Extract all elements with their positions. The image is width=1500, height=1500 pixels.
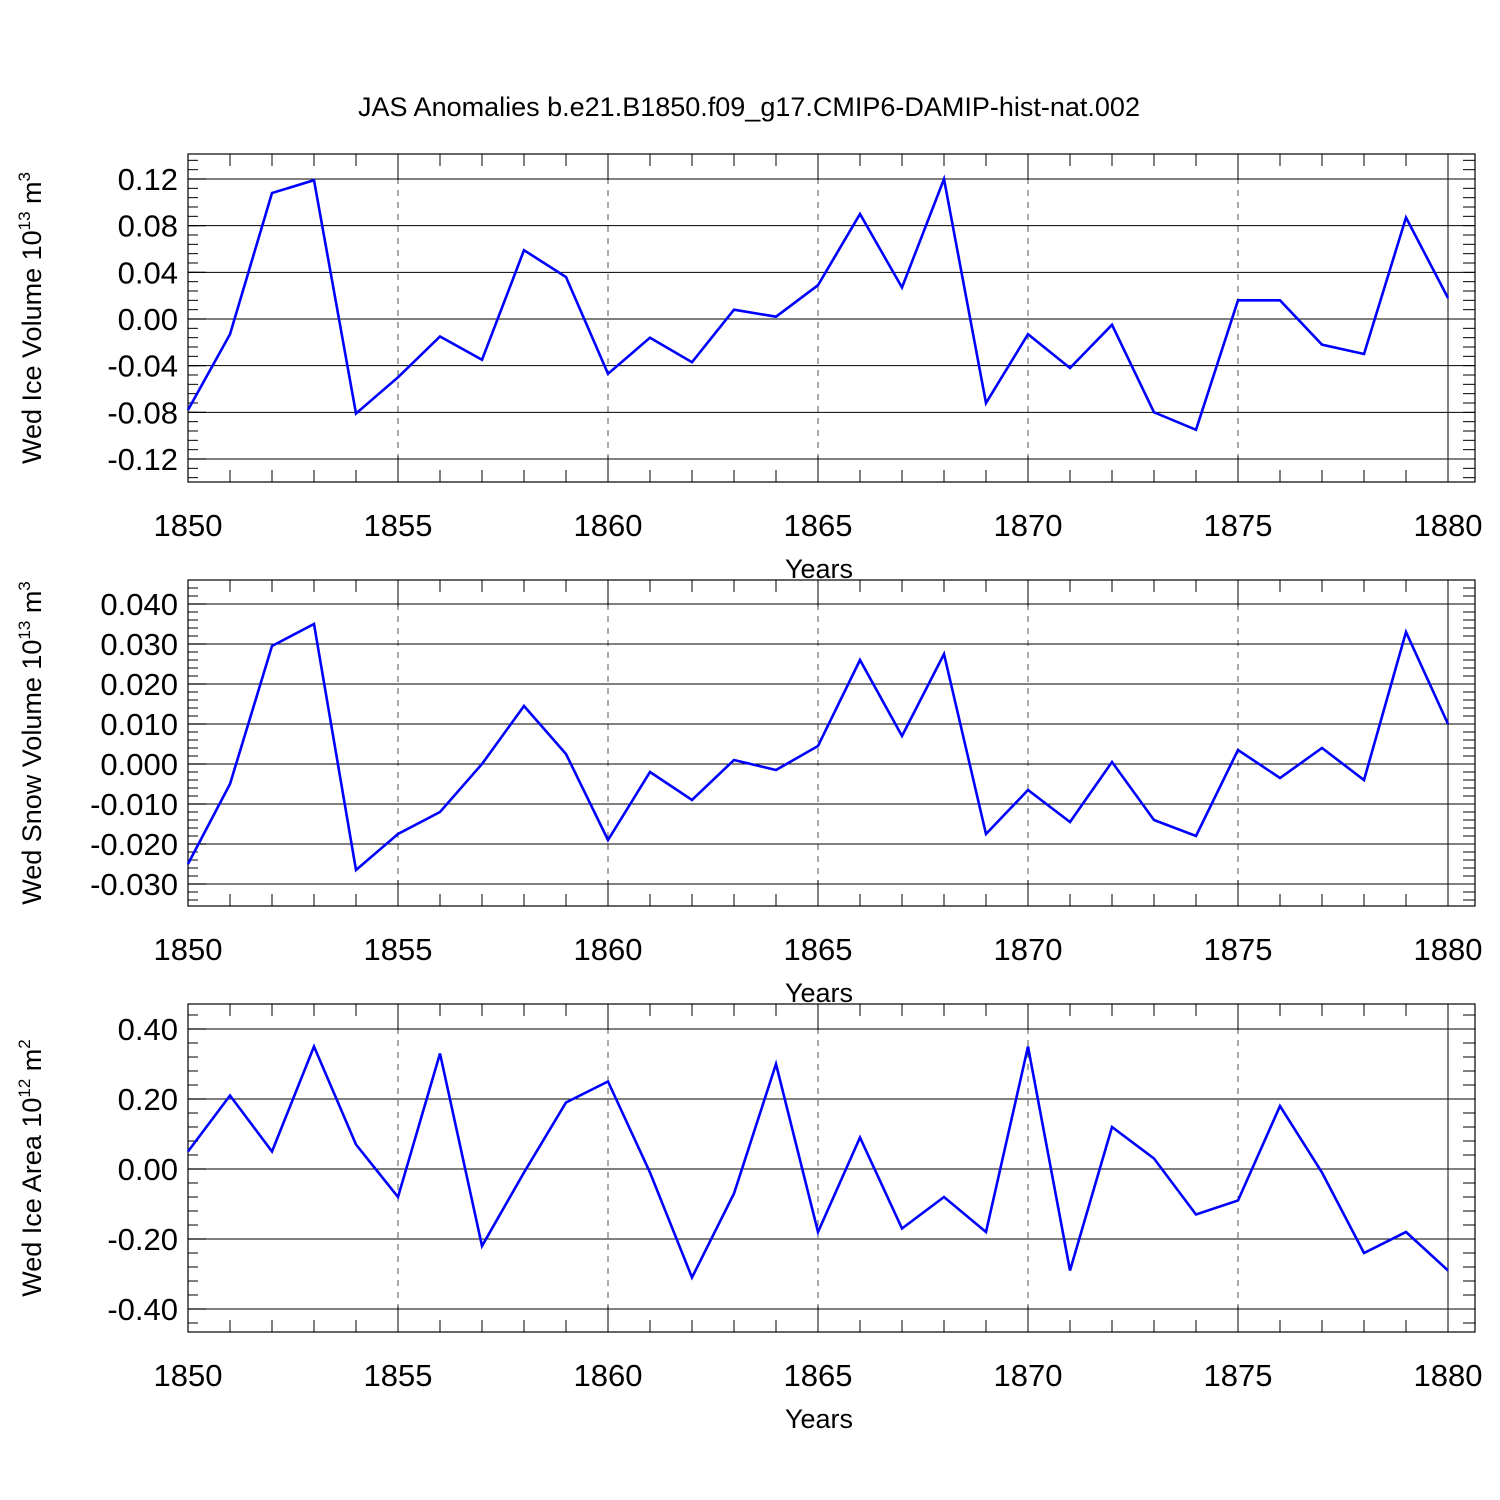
y-tick-label: 0.010 <box>100 707 178 742</box>
y-tick-label: 0.12 <box>118 162 178 197</box>
y-tick-label: 0.08 <box>118 209 178 244</box>
x-tick-label: 1860 <box>574 932 643 967</box>
x-tick-label: 1875 <box>1204 508 1273 543</box>
y-axis-label-unit-exponent: 3 <box>15 581 34 590</box>
y-tick-label: 0.00 <box>118 302 178 337</box>
y-tick-label: -0.20 <box>107 1222 178 1257</box>
y-axis-label-text: Wed Ice Volume 10 <box>17 230 47 464</box>
y-tick-label: 0.00 <box>118 1152 178 1187</box>
y-axis-label: Wed Snow Volume 1013 m3 <box>15 581 47 905</box>
x-tick-label: 1850 <box>154 508 223 543</box>
x-tick-label: 1870 <box>994 1358 1063 1393</box>
y-tick-label: -0.010 <box>90 787 178 822</box>
x-tick-label: 1865 <box>784 932 853 967</box>
y-tick-label: -0.40 <box>107 1292 178 1327</box>
x-tick-label: 1850 <box>154 1358 223 1393</box>
x-tick-label: 1855 <box>364 932 433 967</box>
x-tick-label: 1855 <box>364 508 433 543</box>
x-axis-label: Years <box>785 554 853 584</box>
panel-1: -0.12 -0.08 -0.04 0.00 0.04 0.08 0.12 1850 1855 1… <box>15 153 1483 584</box>
panels: -0.12 -0.08 -0.04 0.00 0.04 0.08 0.12 1850 1855 1… <box>15 153 1483 1434</box>
y-axis-label-unit-exponent: 2 <box>15 1039 34 1048</box>
x-tick-label: 1860 <box>574 1358 643 1393</box>
y-tick-label: 0.04 <box>118 255 178 290</box>
y-axis-label-unit: m <box>17 591 47 621</box>
y-tick-label: 0.000 <box>100 747 178 782</box>
y-axis-label-text: Wed Snow Volume 10 <box>17 640 47 905</box>
y-tick-label: -0.12 <box>107 442 178 477</box>
x-tick-label: 1865 <box>784 508 853 543</box>
plot-frame <box>187 1003 1476 1333</box>
y-tick-label: 0.040 <box>100 587 178 622</box>
y-tick-label: 0.030 <box>100 627 178 662</box>
plot-frame <box>187 153 1476 483</box>
y-axis-label-exponent: 12 <box>15 1079 34 1098</box>
y-tick-label: 0.40 <box>118 1012 178 1047</box>
y-tick-label: 0.20 <box>118 1082 178 1117</box>
y-tick-label: 0.020 <box>100 667 178 702</box>
y-axis-label-unit: m <box>17 1049 47 1079</box>
x-tick-label: 1870 <box>994 932 1063 967</box>
x-tick-label: 1850 <box>154 932 223 967</box>
y-axis-label-unit-exponent: 3 <box>15 172 34 181</box>
y-tick-label: -0.030 <box>90 867 178 902</box>
x-tick-label: 1865 <box>784 1358 853 1393</box>
x-tick-label: 1880 <box>1414 1358 1483 1393</box>
y-tick-label: -0.020 <box>90 827 178 862</box>
x-tick-label: 1880 <box>1414 932 1483 967</box>
y-tick-label: -0.04 <box>107 349 178 384</box>
x-tick-label: 1875 <box>1204 1358 1273 1393</box>
y-axis-label-exponent: 13 <box>15 211 34 230</box>
y-axis-label: Wed Ice Volume 1013 m3 <box>15 172 47 464</box>
x-tick-label: 1855 <box>364 1358 433 1393</box>
y-tick-label: -0.08 <box>107 395 178 430</box>
y-axis-label: Wed Ice Area 1012 m2 <box>15 1039 47 1297</box>
x-axis-label: Years <box>785 978 853 1008</box>
panel-2: -0.030 -0.020 -0.010 0.000 0.010 0.020 0.030 0.… <box>15 579 1483 1008</box>
x-axis-label: Years <box>785 1404 853 1434</box>
x-tick-label: 1880 <box>1414 508 1483 543</box>
y-axis-label-exponent: 13 <box>15 621 34 640</box>
panel-3: -0.40 -0.20 0.00 0.20 0.40 1850 1855 1860 1865 18… <box>15 1003 1483 1434</box>
x-tick-label: 1875 <box>1204 932 1273 967</box>
x-tick-label: 1870 <box>994 508 1063 543</box>
x-tick-label: 1860 <box>574 508 643 543</box>
figure-title: JAS Anomalies b.e21.B1850.f09_g17.CMIP6-… <box>358 92 1140 122</box>
y-axis-label-unit: m <box>17 181 47 211</box>
y-axis-label-text: Wed Ice Area 10 <box>17 1098 47 1297</box>
plot-frame <box>187 579 1476 907</box>
